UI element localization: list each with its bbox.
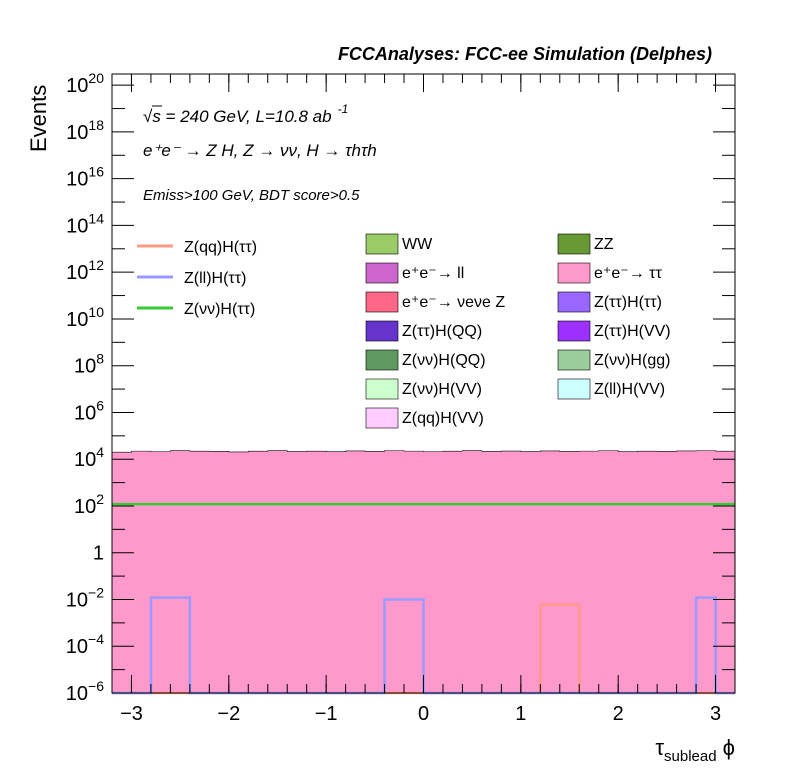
x-tick-label: 2 xyxy=(613,703,624,725)
y-axis-label: Events xyxy=(26,85,51,152)
legend: Z(qq)H(ττ) Z(ll)H(ττ) Z(νν)H(ττ) WW ZZ e⁺e⁻→ … xyxy=(137,233,671,429)
legend-box-label: Z(ττ)H(QQ) xyxy=(402,323,482,340)
chart-title: FCCAnalyses: FCC-ee Simulation (Delphes) xyxy=(338,44,712,64)
legend-box-label: Z(νν)H(QQ) xyxy=(402,352,486,369)
legend-box-swatch xyxy=(557,262,591,284)
x-tick-label: −1 xyxy=(315,703,338,725)
x-axis-label: τsublead ϕ xyxy=(655,735,735,765)
x-tick-label: −2 xyxy=(217,703,240,725)
legend-box-swatch xyxy=(557,320,591,342)
legend-line-label: Z(ll)H(ττ) xyxy=(184,270,246,287)
y-tick-label: 10−2 xyxy=(66,584,104,611)
legend-box-label: Z(νν)H(gg) xyxy=(594,352,670,369)
legend-box-swatch xyxy=(557,349,591,371)
legend-box-swatch xyxy=(557,233,591,255)
y-tick-label: 10−6 xyxy=(66,678,104,705)
legend-box-swatch xyxy=(557,291,591,313)
x-tick-label: −3 xyxy=(120,703,143,725)
x-axis-label-main: τ xyxy=(655,735,664,760)
annotation-energy: √s = 240 GeV, L=10.8 ab -1 xyxy=(143,102,348,126)
legend-box-swatch xyxy=(365,233,399,255)
y-tick-label: 1012 xyxy=(66,257,104,284)
y-tick-label: 1 xyxy=(93,543,104,565)
legend-box-label: e⁺e⁻→ ττ xyxy=(594,265,662,282)
legend-box-swatch xyxy=(365,407,399,429)
legend-box-label: WW xyxy=(402,236,433,253)
y-tick-label: 1020 xyxy=(66,70,104,97)
legend-line-label: Z(qq)H(ττ) xyxy=(184,239,257,256)
x-tick-label: 0 xyxy=(418,703,429,725)
legend-box-label: ZZ xyxy=(594,236,614,253)
y-tick-label: 1016 xyxy=(66,164,104,191)
legend-box-label: Z(qq)H(VV) xyxy=(402,410,484,427)
y-tick-label: 1010 xyxy=(66,304,104,331)
annotations: √s = 240 GeV, L=10.8 ab -1 e⁺e⁻ → Z H, Z … xyxy=(143,102,377,204)
legend-box-swatch xyxy=(365,378,399,400)
legend-box-swatch xyxy=(365,349,399,371)
y-tick-label: 108 xyxy=(74,351,104,378)
y-tick-label: 102 xyxy=(74,491,104,518)
y-tick-label: 1018 xyxy=(66,117,104,144)
legend-box-swatch xyxy=(557,378,591,400)
legend-box-swatch xyxy=(365,320,399,342)
plot-area xyxy=(111,74,736,695)
annotation-process: e⁺e⁻ → Z H, Z → νν, H → τhτh xyxy=(143,141,377,160)
legend-box-label: Z(νν)H(VV) xyxy=(402,381,482,398)
y-tick-label: 1014 xyxy=(66,210,104,237)
x-tick-label: 1 xyxy=(515,703,526,725)
legend-box-swatch xyxy=(365,291,399,313)
axes: −3 −2 −1 0 1 2 3 10−6 10−4 10−2 1 102 104 106 108 1010 1… xyxy=(66,70,736,725)
x-tick-label: 3 xyxy=(710,703,721,725)
legend-box-label: Z(ll)H(VV) xyxy=(594,381,665,398)
x-axis-label-suffix: ϕ xyxy=(717,735,735,760)
y-tick-label: 104 xyxy=(74,444,104,471)
y-tick-label: 10−4 xyxy=(66,631,104,658)
y-tick-label: 106 xyxy=(74,397,104,424)
legend-box-label: e⁺e⁻→ νeνe Z xyxy=(402,294,505,311)
legend-box-label: e⁺e⁻→ ll xyxy=(402,265,464,282)
annotation-cuts: Emiss>100 GeV, BDT score>0.5 xyxy=(143,187,360,204)
legend-box-swatch xyxy=(365,262,399,284)
legend-line-label: Z(νν)H(ττ) xyxy=(184,301,255,318)
legend-box-label: Z(ττ)H(VV) xyxy=(594,323,671,340)
annotation-lumi-exponent: -1 xyxy=(338,102,349,116)
x-axis-label-sub: sublead xyxy=(664,748,717,765)
legend-box-label: Z(ττ)H(ττ) xyxy=(594,294,662,311)
